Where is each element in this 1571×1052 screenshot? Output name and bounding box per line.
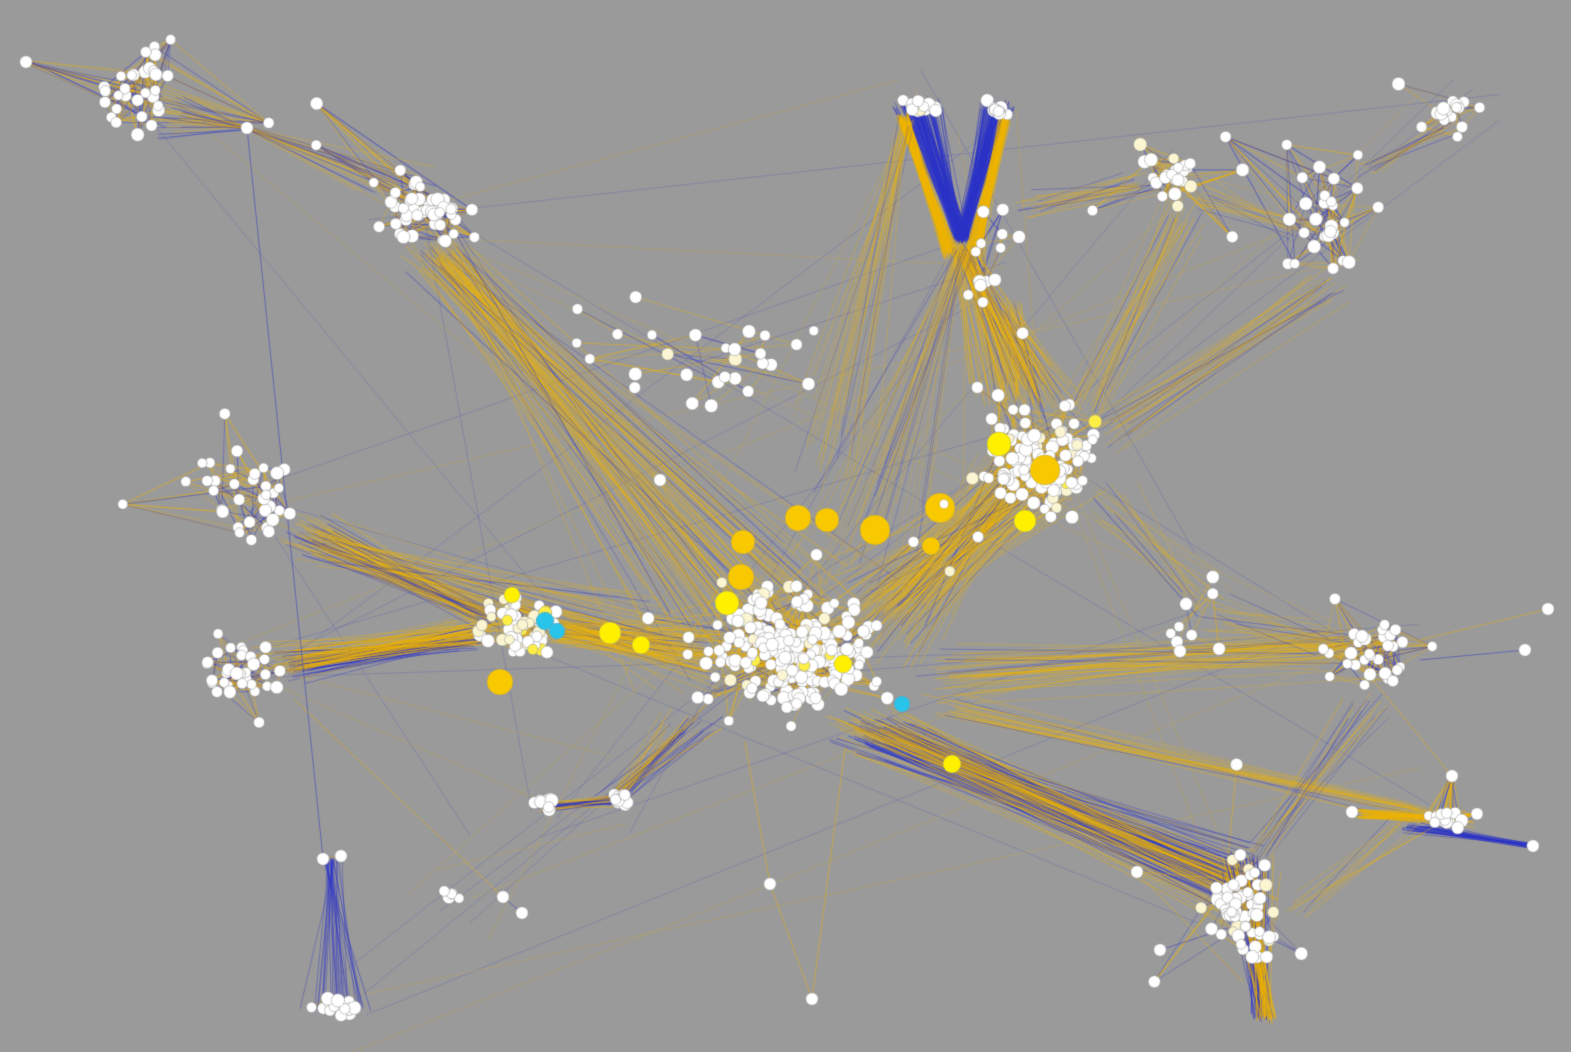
network-graph-canvas[interactable] xyxy=(0,0,1571,1052)
graph-viewport xyxy=(0,0,1571,1052)
